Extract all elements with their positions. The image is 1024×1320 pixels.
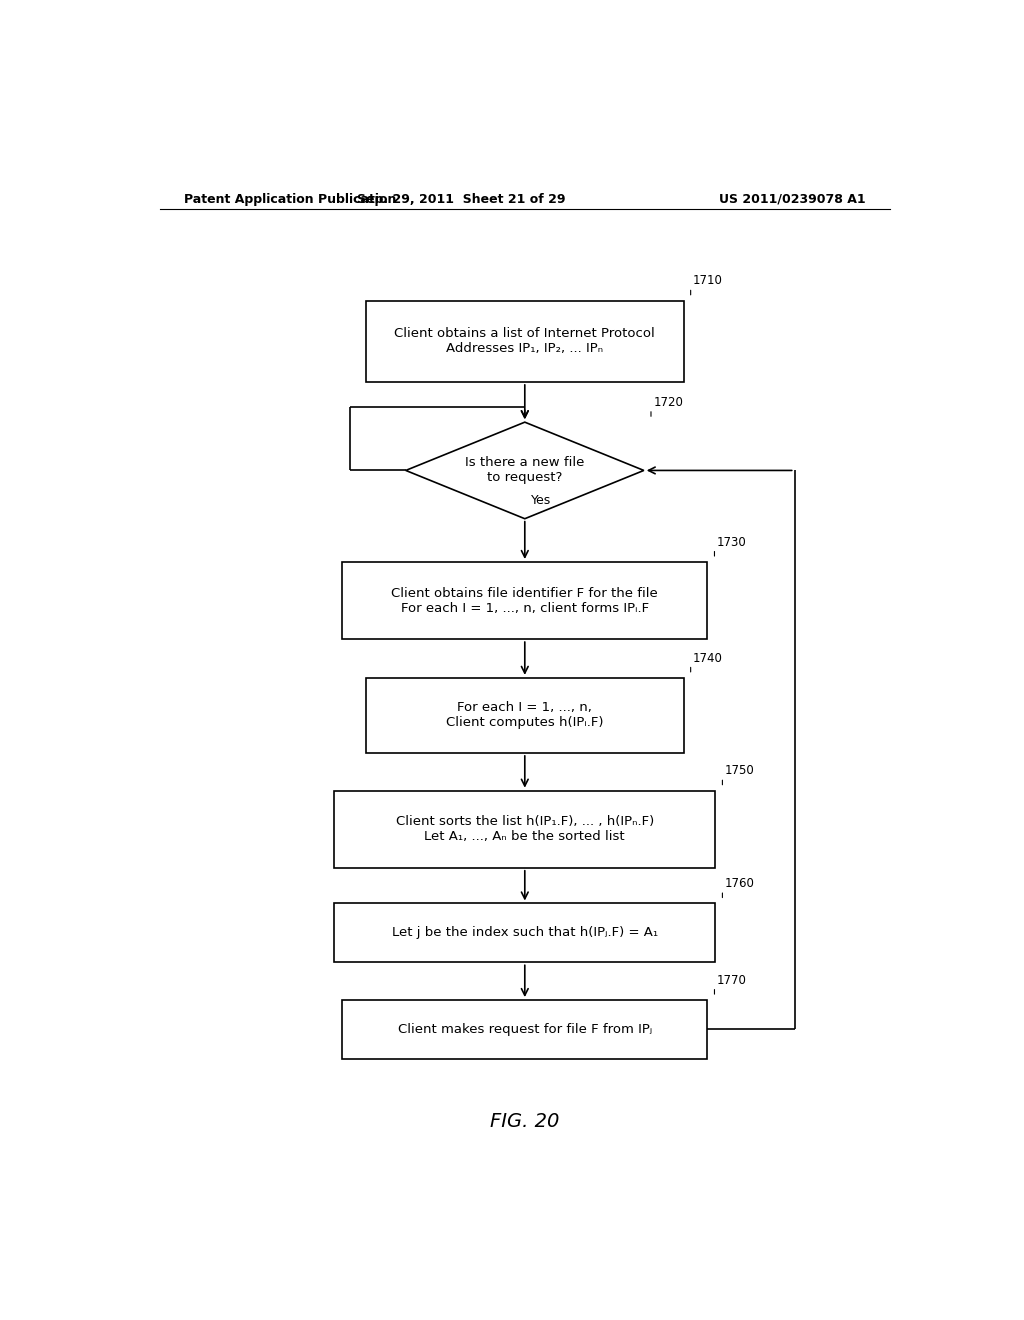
Text: Client obtains file identifier F for the file
For each I = 1, ..., n, client for: Client obtains file identifier F for the… xyxy=(391,586,658,615)
Text: US 2011/0239078 A1: US 2011/0239078 A1 xyxy=(720,193,866,206)
Text: Yes: Yes xyxy=(531,494,551,507)
Text: 1710: 1710 xyxy=(693,275,723,288)
Text: Is there a new file
to request?: Is there a new file to request? xyxy=(465,457,585,484)
Bar xyxy=(334,791,715,867)
Text: Client makes request for file F from IPⱼ: Client makes request for file F from IPⱼ xyxy=(397,1023,652,1036)
Polygon shape xyxy=(406,422,644,519)
Text: FIG. 20: FIG. 20 xyxy=(490,1113,559,1131)
Text: Sep. 29, 2011  Sheet 21 of 29: Sep. 29, 2011 Sheet 21 of 29 xyxy=(357,193,565,206)
Bar xyxy=(367,677,684,752)
Text: Client sorts the list h(IP₁.F), ... , h(IPₙ.F)
Let A₁, ..., Aₙ be the sorted lis: Client sorts the list h(IP₁.F), ... , h(… xyxy=(395,816,654,843)
Bar xyxy=(342,1001,708,1059)
Text: Let j be the index such that h(IPⱼ.F) = A₁: Let j be the index such that h(IPⱼ.F) = … xyxy=(392,927,657,940)
Text: For each I = 1, ..., n,
Client computes h(IPᵢ.F): For each I = 1, ..., n, Client computes … xyxy=(446,701,603,730)
Bar xyxy=(334,903,715,962)
Text: Client obtains a list of Internet Protocol
Addresses IP₁, IP₂, ... IPₙ: Client obtains a list of Internet Protoc… xyxy=(394,327,655,355)
Text: 1720: 1720 xyxy=(653,396,683,409)
Text: 1740: 1740 xyxy=(693,652,723,664)
Text: 1730: 1730 xyxy=(717,536,746,549)
Bar xyxy=(367,301,684,381)
Bar xyxy=(342,562,708,639)
Text: 1750: 1750 xyxy=(725,764,755,777)
Text: 1760: 1760 xyxy=(725,878,755,890)
Text: 1770: 1770 xyxy=(717,974,746,987)
Text: Patent Application Publication: Patent Application Publication xyxy=(183,193,396,206)
